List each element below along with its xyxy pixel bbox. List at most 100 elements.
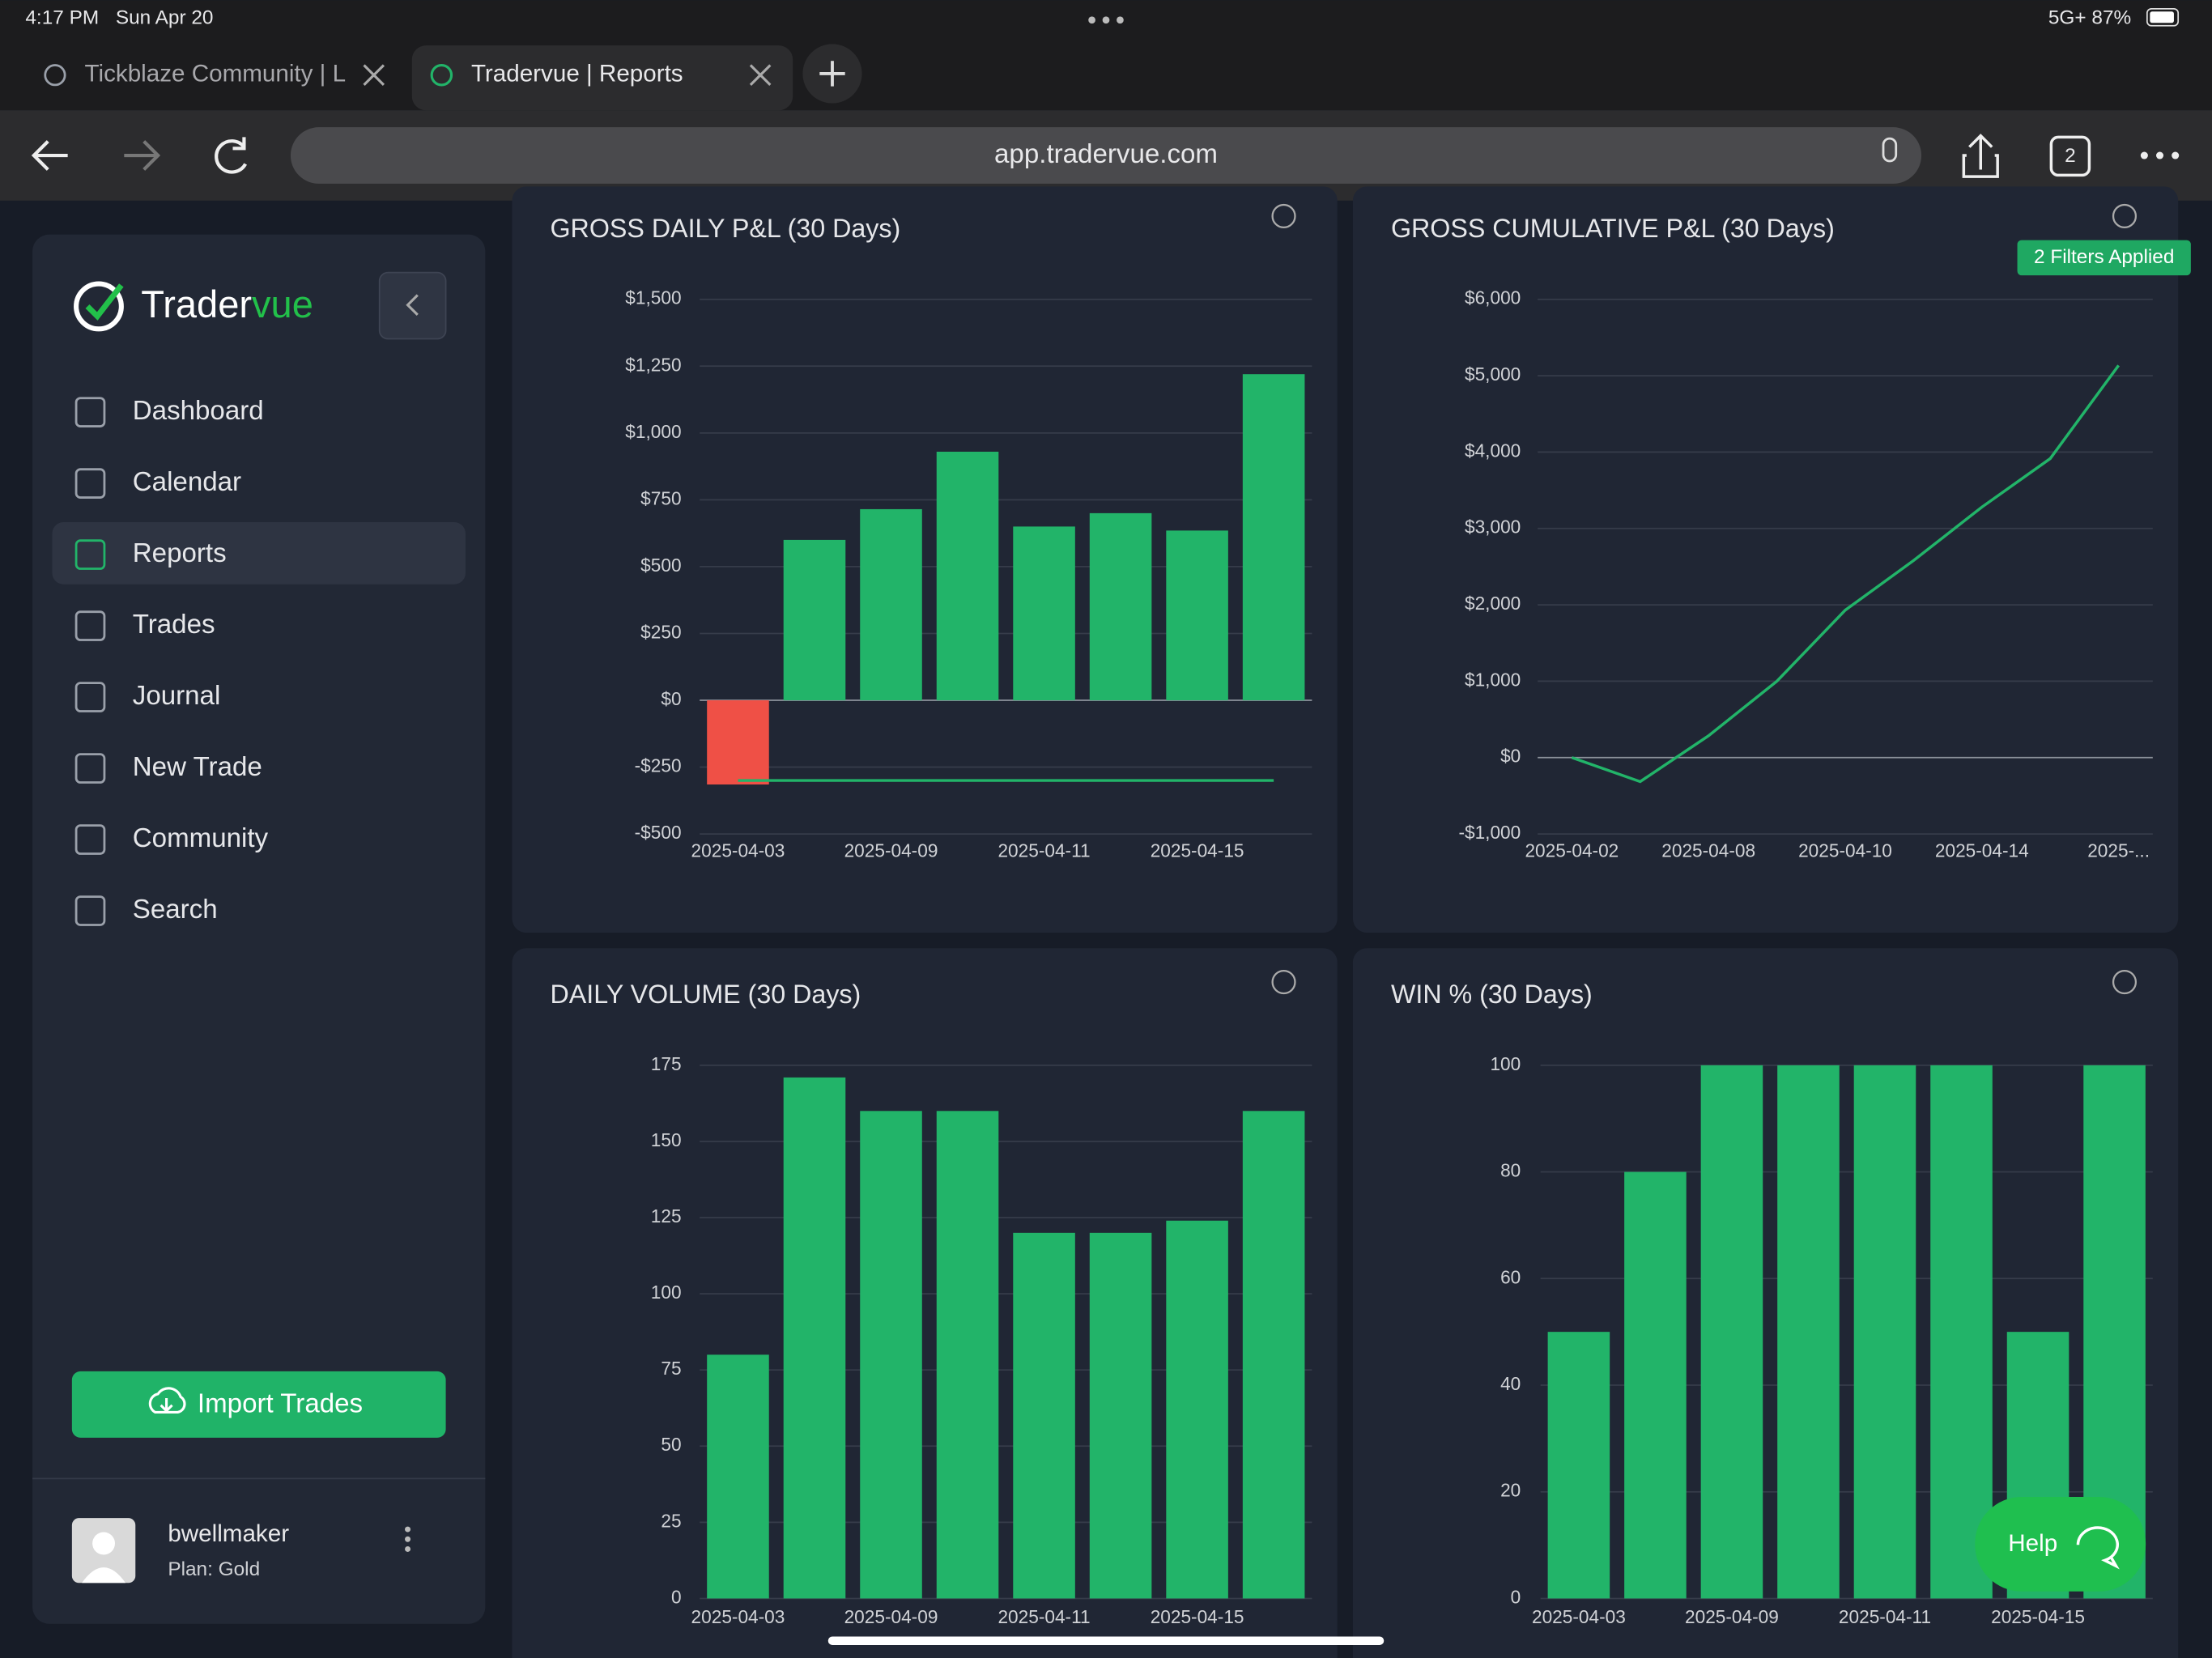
tab-title: Tickblaze Community | L xyxy=(85,61,347,87)
x-tick-label: 2025-04-03 xyxy=(691,1606,785,1627)
dots xyxy=(1088,16,1124,24)
nav-icon xyxy=(74,539,106,570)
bar xyxy=(1089,512,1152,701)
y-tick-label: 75 xyxy=(661,1358,681,1379)
x-tick-label: 2025-04-11 xyxy=(998,1606,1090,1627)
mic[interactable] xyxy=(1882,137,1898,163)
nav-icon xyxy=(74,824,106,855)
nav: Dashboard Calendar Reports Trades Journal New… xyxy=(74,396,269,926)
chart-title: GROSS DAILY P&L (30 Days) xyxy=(551,214,901,243)
nav-item[interactable]: Calendar xyxy=(74,467,241,499)
nav-label: Dashboard xyxy=(133,396,264,426)
y-tick-label: 100 xyxy=(1490,1053,1521,1074)
nav-active xyxy=(52,522,466,585)
tab-count-box[interactable] xyxy=(2049,135,2091,177)
y-tick-label: $500 xyxy=(640,555,681,576)
nav-item[interactable]: Search xyxy=(74,895,218,926)
x-tick-label: 2025-04-15 xyxy=(1151,840,1244,861)
y-tick-label: $1,000 xyxy=(625,421,681,442)
collapse-button[interactable] xyxy=(378,271,447,340)
x-tick-label: 2025-04-15 xyxy=(1151,1606,1244,1627)
nav-label: Calendar xyxy=(133,467,241,497)
y-tick-label: $5,000 xyxy=(1465,363,1521,385)
cloud-icon xyxy=(148,1387,186,1414)
chart-title: GROSS CUMULATIVE P&L (30 Days) xyxy=(1391,214,1835,243)
y-tick-label: $0 xyxy=(1500,746,1521,767)
line xyxy=(1571,364,2121,784)
y-tick-label: 175 xyxy=(651,1053,682,1074)
y-tick-label: $0 xyxy=(661,688,681,709)
help-button[interactable] xyxy=(1975,1497,2146,1592)
back[interactable] xyxy=(31,140,68,171)
x-tick-label: 2025-04-10 xyxy=(1798,840,1892,861)
nav-item[interactable]: Journal xyxy=(74,681,221,712)
address-field[interactable] xyxy=(290,127,1922,184)
y-tick-label: 80 xyxy=(1500,1160,1521,1181)
help-label: Help xyxy=(2008,1530,2057,1557)
home-indicator xyxy=(827,1636,1385,1645)
y-tick-label: 0 xyxy=(1511,1586,1521,1607)
y-tick-label: 150 xyxy=(651,1129,682,1150)
y-tick-label: $4,000 xyxy=(1465,440,1521,461)
nav-icon xyxy=(74,610,106,641)
y-tick-label: 20 xyxy=(1500,1480,1521,1501)
chart: GROSS CUMULATIVE P&L (30 Days) -$1,000 $0 $… xyxy=(1391,214,2153,861)
tab-close[interactable] xyxy=(749,64,772,87)
x-tick-label: 2025-04-09 xyxy=(1685,1606,1779,1627)
import-label: Import Trades xyxy=(198,1388,363,1418)
nav-item[interactable]: Dashboard xyxy=(74,396,264,427)
nav-label: Journal xyxy=(133,681,221,711)
nav-icon xyxy=(74,682,106,712)
nav-item[interactable]: Reports xyxy=(74,538,227,570)
bar xyxy=(783,539,846,701)
battery xyxy=(2146,7,2180,27)
filters-label: 2 Filters Applied xyxy=(2034,246,2174,268)
nav-label: Community xyxy=(133,823,269,853)
bar xyxy=(860,1111,922,1599)
y-tick-label: 125 xyxy=(651,1205,682,1226)
forward[interactable] xyxy=(124,140,161,171)
y-tick-label: 100 xyxy=(651,1282,682,1303)
info-icon[interactable] xyxy=(1271,203,1296,229)
user-name: bwellmaker xyxy=(168,1520,289,1547)
chevron xyxy=(406,294,419,317)
y-tick-label: 40 xyxy=(1500,1373,1521,1394)
bar xyxy=(1853,1065,1916,1599)
logo-part: Trader xyxy=(141,283,252,326)
tab[interactable]: Tradervue | Reports xyxy=(411,45,793,111)
x-tick-label: 2025-04-11 xyxy=(998,840,1090,861)
bar xyxy=(707,700,769,785)
tab-close[interactable] xyxy=(363,64,385,87)
more[interactable] xyxy=(2140,151,2180,159)
share[interactable] xyxy=(1962,134,1999,178)
chart-title: DAILY VOLUME (30 Days) xyxy=(551,980,861,1009)
info-icon[interactable] xyxy=(2112,203,2138,229)
tab[interactable]: Tickblaze Community | L xyxy=(44,61,385,87)
nav-item[interactable]: New Trade xyxy=(74,752,262,784)
logo-text: Tradervue xyxy=(141,283,313,326)
chart: GROSS DAILY P&L (30 Days) -$500 -$250 $0 $25… xyxy=(551,214,1312,861)
y-tick-label: 60 xyxy=(1500,1266,1521,1287)
user-menu[interactable] xyxy=(405,1526,411,1552)
reload[interactable] xyxy=(215,137,248,174)
nav-item[interactable]: Community xyxy=(74,823,269,855)
nav-icon xyxy=(74,468,106,499)
y-tick-label: $750 xyxy=(640,487,681,508)
chart-title: WIN % (30 Days) xyxy=(1391,980,1593,1009)
x-tick-label: 2025-04-03 xyxy=(691,840,785,861)
bar xyxy=(936,451,999,701)
nav-label: Trades xyxy=(133,610,215,640)
tab-title: Tradervue | Reports xyxy=(471,61,683,87)
bar xyxy=(707,1354,769,1599)
info-icon[interactable] xyxy=(2112,969,2138,995)
x-tick-label: 2025-04-03 xyxy=(1532,1606,1626,1627)
bar xyxy=(1013,526,1075,701)
bar xyxy=(1242,1111,1305,1599)
bar xyxy=(1547,1332,1610,1599)
bar xyxy=(1166,1220,1228,1599)
nav-item[interactable]: Trades xyxy=(74,610,215,641)
info-icon[interactable] xyxy=(1271,969,1296,995)
x-tick-label: 2025-04-09 xyxy=(844,840,938,861)
filters-badge[interactable] xyxy=(2017,240,2191,276)
